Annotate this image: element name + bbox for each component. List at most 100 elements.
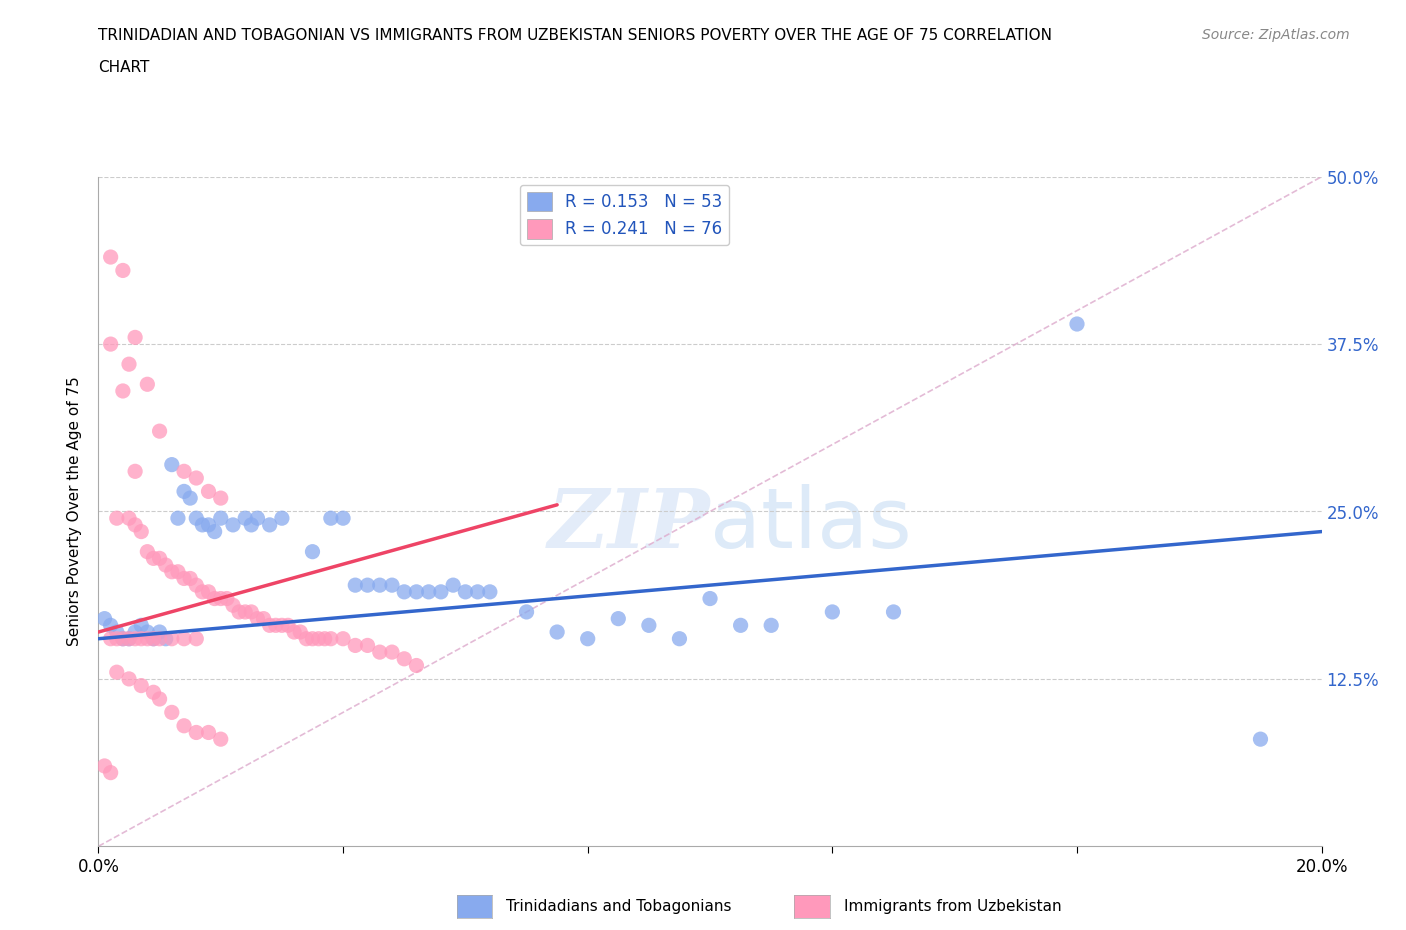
- Point: [118, 631, 141, 646]
- Point: [270, 511, 292, 525]
- Text: Trinidadians and Tobagonians: Trinidadians and Tobagonians: [506, 899, 731, 914]
- Point: [209, 511, 232, 525]
- Point: [228, 604, 250, 619]
- Point: [233, 604, 256, 619]
- Point: [167, 565, 190, 579]
- Point: [124, 517, 146, 532]
- Text: Immigrants from Uzbekistan: Immigrants from Uzbekistan: [844, 899, 1062, 914]
- Point: [821, 604, 844, 619]
- Point: [136, 544, 159, 559]
- Point: [277, 618, 299, 632]
- Point: [100, 631, 122, 646]
- Point: [344, 638, 367, 653]
- Point: [155, 558, 177, 573]
- Point: [197, 725, 219, 740]
- Point: [93, 611, 115, 626]
- Point: [186, 631, 208, 646]
- Point: [576, 631, 599, 646]
- Point: [259, 618, 281, 632]
- Point: [222, 517, 245, 532]
- Point: [668, 631, 690, 646]
- Y-axis label: Seniors Poverty Over the Age of 75: Seniors Poverty Over the Age of 75: [67, 377, 83, 646]
- Point: [142, 631, 165, 646]
- Point: [259, 517, 281, 532]
- Point: [209, 491, 232, 506]
- Point: [142, 684, 165, 699]
- Point: [105, 511, 128, 525]
- Point: [100, 337, 122, 352]
- Point: [1066, 316, 1088, 331]
- Point: [149, 631, 172, 646]
- Text: ZIP: ZIP: [547, 485, 710, 565]
- Point: [149, 692, 172, 707]
- Point: [392, 651, 416, 666]
- Point: [730, 618, 752, 632]
- Point: [405, 658, 427, 673]
- Point: [173, 631, 195, 646]
- Point: [105, 665, 128, 680]
- Point: [142, 551, 165, 565]
- Point: [111, 383, 134, 398]
- Point: [197, 517, 219, 532]
- Point: [186, 578, 208, 592]
- Point: [516, 604, 538, 619]
- Point: [332, 511, 354, 525]
- Point: [301, 631, 323, 646]
- Point: [155, 631, 177, 646]
- Point: [179, 491, 201, 506]
- Point: [478, 584, 501, 599]
- Point: [191, 517, 214, 532]
- Point: [129, 631, 152, 646]
- Point: [160, 631, 183, 646]
- Point: [1249, 732, 1271, 747]
- Point: [111, 631, 134, 646]
- Point: [368, 578, 391, 592]
- Point: [173, 571, 195, 586]
- Point: [93, 759, 115, 774]
- Point: [160, 458, 183, 472]
- Point: [222, 598, 245, 613]
- Point: [186, 511, 208, 525]
- Point: [197, 484, 219, 498]
- Point: [179, 571, 201, 586]
- Text: Source: ZipAtlas.com: Source: ZipAtlas.com: [1202, 28, 1350, 42]
- Point: [118, 357, 141, 372]
- Point: [173, 718, 195, 733]
- Point: [142, 631, 165, 646]
- Point: [173, 484, 195, 498]
- Point: [124, 631, 146, 646]
- Point: [209, 591, 232, 606]
- Point: [197, 584, 219, 599]
- Point: [319, 631, 342, 646]
- Point: [246, 611, 269, 626]
- Text: TRINIDADIAN AND TOBAGONIAN VS IMMIGRANTS FROM UZBEKISTAN SENIORS POVERTY OVER TH: TRINIDADIAN AND TOBAGONIAN VS IMMIGRANTS…: [98, 28, 1053, 43]
- Point: [136, 377, 159, 392]
- Point: [149, 551, 172, 565]
- Point: [252, 611, 274, 626]
- Point: [215, 591, 238, 606]
- Point: [191, 584, 214, 599]
- Point: [283, 625, 305, 640]
- Legend: R = 0.153   N = 53, R = 0.241   N = 76: R = 0.153 N = 53, R = 0.241 N = 76: [520, 185, 728, 246]
- Point: [290, 625, 312, 640]
- Point: [344, 578, 367, 592]
- Point: [124, 330, 146, 345]
- Point: [295, 631, 318, 646]
- Point: [418, 584, 440, 599]
- Point: [381, 578, 404, 592]
- Point: [240, 604, 263, 619]
- Point: [149, 625, 172, 640]
- Point: [186, 725, 208, 740]
- Point: [314, 631, 336, 646]
- Point: [105, 625, 128, 640]
- Point: [546, 625, 568, 640]
- Point: [204, 525, 226, 539]
- Text: CHART: CHART: [98, 60, 150, 75]
- Point: [246, 511, 269, 525]
- Point: [368, 644, 391, 659]
- Point: [883, 604, 905, 619]
- Point: [129, 618, 152, 632]
- Point: [100, 765, 122, 780]
- Point: [264, 618, 287, 632]
- Point: [149, 424, 172, 439]
